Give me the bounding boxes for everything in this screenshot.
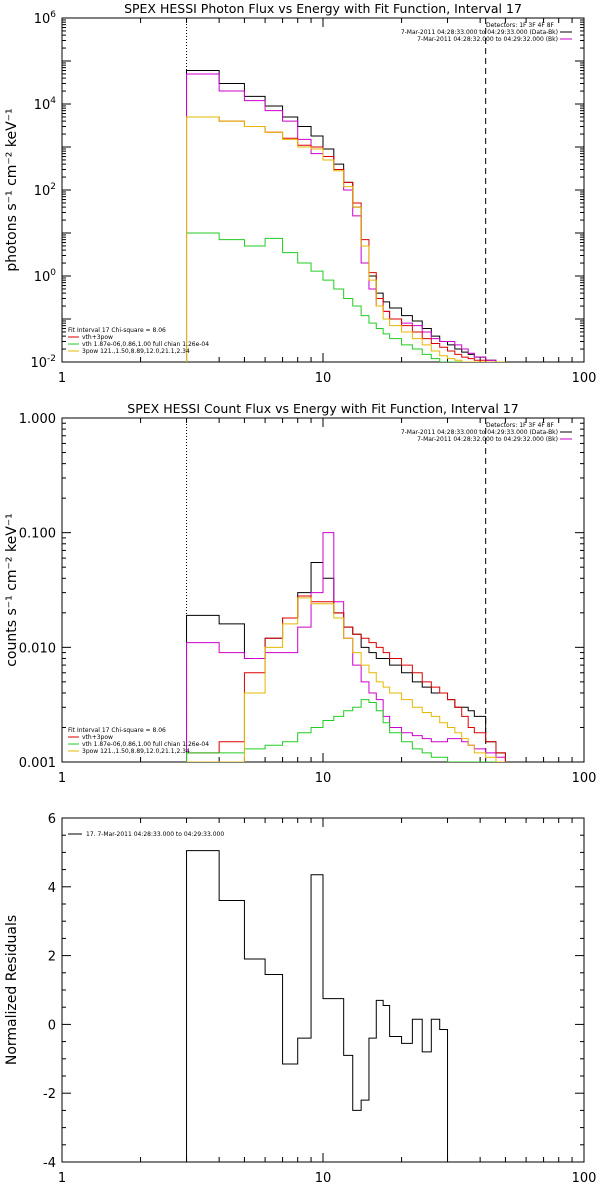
- series-step-1: [186, 70, 506, 362]
- chart-title: SPEX HESSI Photon Flux vs Energy with Fi…: [124, 1, 522, 16]
- y-tick-label: 106: [34, 10, 57, 27]
- y-tick-label: 0.001: [19, 756, 56, 771]
- y-tick-label: 2: [48, 950, 56, 965]
- y-tick-mantissa: 10: [30, 356, 47, 371]
- chart-panel-3: 1 10 100 -4 -2 0 2 4 6 Normalized Residuals 17. 7-…: [4, 812, 596, 1186]
- legend-right-header: Detectors: 1F 3F 4F 8F: [486, 422, 555, 429]
- y-tick-label: 0.010: [19, 641, 56, 656]
- y-tick-exponent: 4: [50, 96, 56, 106]
- y-tick-label: 4: [48, 881, 56, 896]
- series-step-3: [186, 116, 506, 362]
- legend-left: 17. 7-Mar-2011 04:28:33.000 to 04:29:33.…: [68, 831, 224, 838]
- y-tick-label: 6: [48, 812, 56, 827]
- legend-left-entry: vth+3pow: [82, 334, 113, 341]
- legend-left-entry: vth 1.87e-06,0.86,1.00 full chian 1.26e-…: [82, 341, 209, 348]
- legend-right: Detectors: 1F 3F 4F 8F7-Mar-2011 04:28:3…: [401, 422, 572, 443]
- y-tick-label: 0: [48, 1018, 56, 1033]
- legend-right-entry: 7-Mar-2011 04:28:32.000 to 04:29:32.000 …: [417, 436, 558, 443]
- legend-left-entry: 3pow 121.,1.50,8.89,12.0,21.1,2.34: [82, 748, 190, 755]
- x-tick-label: 1: [58, 1171, 66, 1186]
- y-tick-exponent: 6: [50, 10, 56, 20]
- series-step-5: [186, 116, 506, 362]
- y-tick-mantissa: 10: [34, 270, 51, 285]
- legend-right-header: Detectors: 1F 3F 4F 8F: [486, 22, 555, 29]
- legend-left: Fit Interval 17 Chi-square = 8.06vth+3po…: [68, 327, 209, 355]
- data-layer: [186, 418, 506, 762]
- x-tick-label: 10: [315, 771, 332, 786]
- y-tick-label: -4: [43, 1156, 56, 1171]
- y-axis-label: Normalized Residuals: [4, 915, 20, 1065]
- y-tick-exponent: -2: [47, 354, 56, 364]
- x-tick-label: 100: [572, 1171, 597, 1186]
- data-layer: [186, 18, 506, 362]
- legend-left-entry: 3pow 121.,1.50,8.89,12.0,21.1,2.34: [82, 348, 190, 355]
- legend-left: Fit Interval 17 Chi-square = 8.06vth+3po…: [68, 727, 209, 755]
- x-tick-label: 100: [572, 371, 597, 386]
- x-tick-label: 1: [58, 371, 66, 386]
- series-step-2: [186, 532, 506, 762]
- data-layer: [186, 850, 449, 1162]
- series-step-1: [186, 561, 506, 762]
- y-tick-label: 0.100: [19, 527, 56, 542]
- legend-right-entry: 7-Mar-2011 04:28:33.000 to 04:29:33.000 …: [401, 29, 558, 36]
- y-tick-label: -2: [43, 1087, 56, 1102]
- y-tick-label: 10-2: [30, 354, 56, 371]
- chart-title: SPEX HESSI Count Flux vs Energy with Fit…: [127, 401, 518, 416]
- legend-left-entry: Fit Interval 17 Chi-square = 8.06: [68, 727, 166, 734]
- y-tick-label: 102: [34, 182, 56, 199]
- series-step-4: [186, 232, 506, 362]
- series-step-5: [186, 597, 506, 762]
- x-tick-label: 1: [58, 771, 66, 786]
- y-tick-label: 100: [34, 268, 57, 285]
- y-tick-mantissa: 10: [34, 12, 51, 27]
- plot-frame: [61, 17, 585, 363]
- legend-right: Detectors: 1F 3F 4F 8F7-Mar-2011 04:28:3…: [401, 22, 572, 43]
- series-step-3: [186, 595, 506, 762]
- y-tick-exponent: 2: [50, 182, 56, 192]
- x-tick-label: 10: [315, 1171, 332, 1186]
- y-axis-label: counts s⁻¹ cm⁻² keV⁻¹: [4, 513, 20, 667]
- y-tick-mantissa: 10: [34, 184, 51, 199]
- series-step-2: [186, 73, 506, 362]
- legend-left-entry: vth 1.87e-06,0.86,1.00 full chian 1.26e-…: [82, 741, 209, 748]
- y-tick-label: 1.000: [19, 412, 56, 427]
- x-tick-label: 100: [572, 771, 597, 786]
- legend-left-entry: 17. 7-Mar-2011 04:28:33.000 to 04:29:33.…: [86, 831, 224, 838]
- legend-right-entry: 7-Mar-2011 04:28:32.000 to 04:29:32.000 …: [417, 36, 558, 43]
- legend-right-entry: 7-Mar-2011 04:28:33.000 to 04:29:33.000 …: [401, 429, 558, 436]
- legend-left-entry: vth+3pow: [82, 734, 113, 741]
- x-tick-label: 10: [315, 371, 332, 386]
- y-axis-label: photons s⁻¹ cm⁻² keV⁻¹: [4, 108, 20, 271]
- series-step-1: [186, 850, 449, 1162]
- y-tick-exponent: 0: [50, 268, 56, 278]
- y-tick-label: 104: [34, 96, 57, 113]
- chart-panel-2: SPEX HESSI Count Flux vs Energy with Fit…: [4, 401, 596, 786]
- y-tick-mantissa: 10: [34, 98, 51, 113]
- chart-panel-1: SPEX HESSI Photon Flux vs Energy with Fi…: [4, 1, 596, 386]
- series-step-4: [186, 699, 506, 762]
- legend-left-entry: Fit Interval 17 Chi-square = 8.06: [68, 327, 166, 334]
